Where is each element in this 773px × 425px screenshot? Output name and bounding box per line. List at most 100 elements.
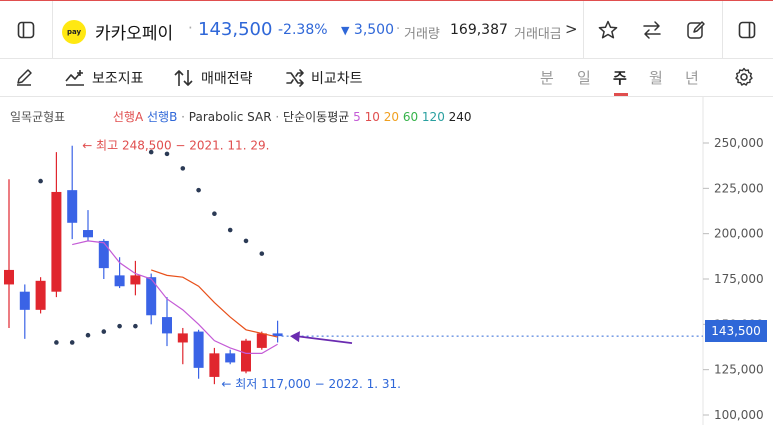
chart-legend: 일목균형표 선행A 선행B · Parabolic SAR · 단순이동평균 5… [10, 110, 472, 124]
kakaopay-logo: pay [62, 20, 86, 44]
legend-ma-20: 20 [383, 110, 399, 124]
trade-strategy-icon [174, 70, 193, 86]
panel-left-icon [17, 21, 35, 39]
period-month[interactable]: 월 [649, 69, 663, 87]
psar-dot [196, 187, 201, 193]
star-icon [598, 20, 618, 39]
candle-body [162, 317, 172, 334]
legend-ma-240: 240 [448, 110, 472, 124]
separator-dot: · [188, 19, 193, 37]
legend-ma[interactable]: 단순이동평균 [283, 110, 350, 124]
strategy-button[interactable]: 매매전략 [173, 68, 253, 88]
stock-header: pay 카카오페이 · 143,500 -2.38% ▼ 3,500 · 거래량… [0, 0, 773, 59]
legend-ma-60: 60 [402, 110, 419, 124]
current-price-tag: 143,500 [705, 320, 767, 342]
settings-button[interactable] [734, 67, 754, 87]
edit-icon [687, 21, 705, 39]
price-chart[interactable]: 250,000225,000200,000175,000150,000125,0… [0, 97, 773, 425]
candle-body [19, 291, 30, 310]
indicators-label: 보조지표 [92, 71, 144, 87]
change-value: ▼ 3,500 [341, 22, 395, 38]
candle-body [114, 275, 125, 287]
stock-name[interactable]: 카카오페이 [95, 24, 174, 44]
ma5-line [72, 240, 278, 354]
volume-value: 169,387 [450, 22, 508, 38]
swap-arrows-icon [643, 21, 661, 39]
candle-body [225, 353, 236, 363]
pointer-arrow [295, 335, 353, 345]
low-annotation: ← 최저 117,000 − 2022. 1. 31. [221, 377, 401, 391]
legend-leading-b[interactable]: 선행B [146, 110, 178, 124]
edit-button[interactable] [673, 1, 719, 59]
y-tick-label: 175,000 [714, 272, 764, 286]
down-arrow-icon: ▼ [341, 24, 350, 37]
indicator-chart-icon [65, 70, 84, 86]
candle-body [256, 333, 267, 348]
candle-body [130, 275, 141, 285]
switch-button[interactable] [629, 1, 675, 59]
legend-ma-120: 120 [421, 110, 445, 124]
psar-dot [133, 323, 138, 329]
legend-psar[interactable]: Parabolic SAR [188, 110, 272, 124]
legend-ichimoku[interactable]: 일목균형표 [10, 110, 66, 124]
psar-dot [180, 166, 186, 171]
psar-dot [164, 151, 170, 157]
period-week[interactable]: 주 [613, 69, 627, 87]
candle-body [193, 331, 204, 368]
chevron-right-icon[interactable]: > [565, 20, 578, 38]
change-percent: -2.38% [278, 22, 328, 38]
shuffle-icon [286, 69, 304, 87]
psar-dot [148, 149, 154, 155]
candle-body [67, 190, 78, 223]
indicators-button[interactable]: 보조지표 [64, 68, 144, 88]
y-tick-label: 250,000 [714, 136, 764, 150]
y-tick-label: 200,000 [714, 227, 764, 241]
legend-ma-10: 10 [364, 110, 380, 124]
psar-dot [243, 238, 249, 244]
pen-icon [17, 69, 32, 86]
right-panel-toggle-button[interactable] [724, 1, 770, 59]
period-minute[interactable]: 분 [540, 69, 554, 87]
psar-dot [69, 340, 75, 345]
volume-label: 거래량 [404, 27, 440, 42]
period-year[interactable]: 년 [685, 69, 699, 87]
favorite-button[interactable] [585, 1, 631, 59]
psar-dot [259, 251, 265, 256]
chart-toolbar: 보조지표 매매전략 비교차트 분 일 주 월 년 [0, 59, 773, 97]
psar-dot [85, 332, 91, 338]
legend-ma-5: 5 [353, 110, 361, 124]
gear-icon [735, 67, 753, 86]
sidebar-toggle-button[interactable] [0, 1, 53, 59]
separator-dot: · [396, 22, 401, 37]
candle-body [241, 340, 251, 372]
y-tick-label: 125,000 [714, 363, 764, 377]
candle-body [146, 277, 157, 316]
psar-dot [101, 329, 107, 334]
candle-body [177, 333, 188, 343]
candle-body [272, 333, 283, 337]
candle-body [51, 191, 62, 292]
panel-right-icon [738, 21, 756, 39]
candle-body [4, 269, 14, 285]
psar-dot [38, 178, 43, 184]
candle-body [35, 280, 46, 310]
pointer-arrowhead [290, 331, 300, 343]
legend-leading-a[interactable]: 선행A [112, 110, 144, 124]
current-price: 143,500 [198, 19, 273, 40]
psar-dot [227, 227, 233, 233]
drawing-tool-button[interactable] [14, 67, 34, 87]
psar-dot [212, 211, 217, 217]
compare-label: 비교차트 [311, 71, 363, 87]
candle-body [98, 240, 109, 269]
y-tick-label: 225,000 [714, 181, 764, 195]
period-day[interactable]: 일 [577, 69, 591, 87]
candle-body [209, 353, 220, 377]
high-annotation: ← 최고 248,500 − 2021. 11. 29. [82, 139, 269, 153]
trade-amount-label: 거래대금 [514, 27, 560, 42]
active-period-indicator [614, 93, 628, 96]
psar-dot [54, 340, 59, 345]
compare-chart-button[interactable]: 비교차트 [285, 68, 363, 88]
ma10-line [151, 269, 278, 338]
candle-body [83, 230, 93, 238]
strategy-label: 매매전략 [201, 71, 253, 87]
